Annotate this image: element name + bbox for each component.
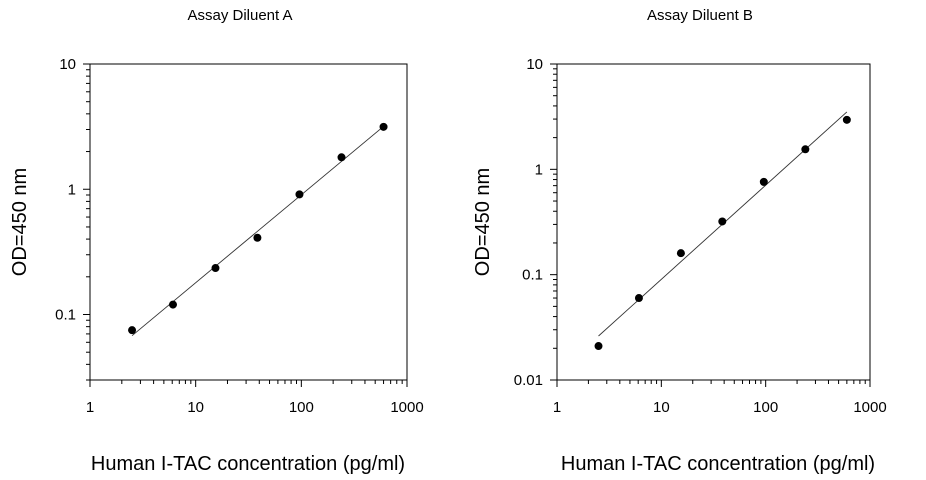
data-point <box>634 294 643 303</box>
data-point <box>211 264 220 273</box>
x-tick-label: 1000 <box>390 399 423 416</box>
plot-frame <box>89 63 408 381</box>
data-point <box>759 177 768 186</box>
data-point <box>676 249 685 258</box>
x-tick-label: 10 <box>653 399 670 416</box>
y-tick-label: 1 <box>68 181 76 198</box>
data-point <box>842 115 851 124</box>
data-point <box>337 153 346 162</box>
chart-title: Assay Diluent B <box>647 7 753 24</box>
y-tick-label: 10 <box>59 56 76 73</box>
y-tick-label: 1 <box>535 161 543 178</box>
x-axis-label: Human I-TAC concentration (pg/ml) <box>91 453 405 475</box>
data-point <box>594 342 603 351</box>
chart-title: Assay Diluent A <box>187 7 292 24</box>
y-tick-label: 10 <box>526 56 543 73</box>
data-point <box>128 326 137 335</box>
x-tick-label: 1000 <box>853 399 886 416</box>
y-axis-label: OD=450 nm <box>472 168 494 276</box>
plot-marks: 1 10 100 1000 0.01 0.1 1 10 <box>514 56 887 416</box>
chart-assay-diluent-b: Assay Diluent B Human I-TAC concentratio… <box>472 7 887 475</box>
x-tick-label: 100 <box>289 399 314 416</box>
y-tick-label: 0.1 <box>522 267 543 284</box>
data-point <box>379 122 388 131</box>
y-axis-label: OD=450 nm <box>9 168 31 276</box>
x-tick-label: 100 <box>753 399 778 416</box>
data-point <box>801 145 810 154</box>
plot-frame <box>556 63 871 381</box>
x-axis-label: Human I-TAC concentration (pg/ml) <box>561 453 875 475</box>
data-point <box>253 233 262 242</box>
y-tick-label: 0.01 <box>514 372 543 389</box>
x-tick-label: 1 <box>553 399 561 416</box>
x-tick-label: 10 <box>187 399 204 416</box>
data-point <box>718 217 727 226</box>
x-tick-label: 1 <box>86 399 94 416</box>
data-point <box>295 190 304 199</box>
chart-assay-diluent-a: Assay Diluent A Human I-TAC concentratio… <box>9 7 424 475</box>
y-tick-label: 0.1 <box>55 307 76 324</box>
data-point <box>168 300 177 309</box>
plot-marks: 1 10 100 1000 0.1 1 10 <box>55 56 424 416</box>
